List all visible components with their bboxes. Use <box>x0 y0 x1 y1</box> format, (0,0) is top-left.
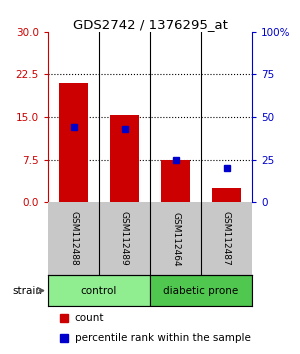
Text: percentile rank within the sample: percentile rank within the sample <box>74 333 250 343</box>
Text: control: control <box>81 286 117 296</box>
Title: GDS2742 / 1376295_at: GDS2742 / 1376295_at <box>73 18 227 31</box>
Text: GSM112488: GSM112488 <box>69 211 78 266</box>
Bar <box>110 115 139 202</box>
Bar <box>212 188 241 202</box>
Text: GSM112487: GSM112487 <box>222 211 231 266</box>
Bar <box>59 83 88 202</box>
Bar <box>161 160 190 202</box>
Text: diabetic prone: diabetic prone <box>164 286 238 296</box>
Text: strain: strain <box>13 286 43 296</box>
Text: GSM112464: GSM112464 <box>171 212 180 266</box>
Bar <box>150 275 252 306</box>
Text: GSM112489: GSM112489 <box>120 211 129 266</box>
Bar <box>48 275 150 306</box>
Text: count: count <box>74 313 104 323</box>
